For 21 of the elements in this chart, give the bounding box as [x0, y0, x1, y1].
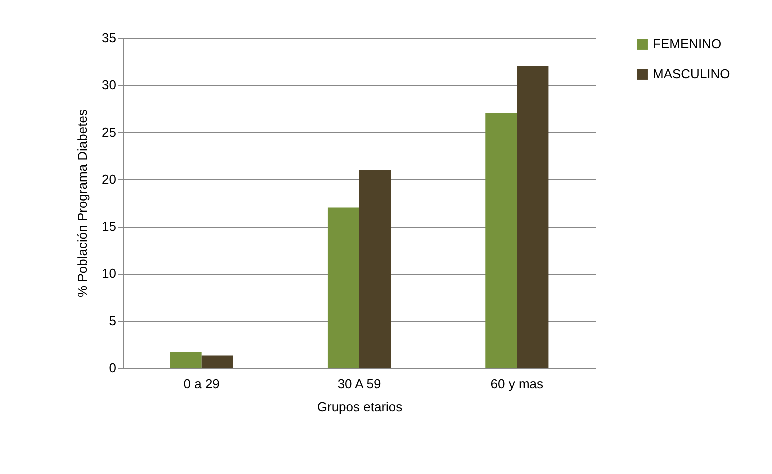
bar [360, 170, 392, 368]
y-tick-label: 35 [102, 30, 116, 46]
bar [486, 113, 518, 368]
y-tick-label: 5 [109, 313, 116, 328]
bar [328, 208, 360, 368]
x-axis-title: Grupos etarios [317, 400, 404, 414]
legend-label: FEMENINO [653, 36, 722, 52]
y-tick-label: 0 [109, 360, 116, 376]
x-tick-label: 60 y mas [490, 376, 544, 392]
legend-label: MASCULINO [653, 66, 730, 82]
y-tick-label: 25 [102, 124, 116, 140]
y-tick-label: 10 [102, 266, 116, 282]
x-tick-label: 30 A 59 [338, 376, 382, 392]
y-axis-title: % Población Programa Diabetes [75, 109, 90, 298]
bar [170, 352, 202, 368]
bar [517, 66, 549, 368]
y-tick-label: 20 [102, 172, 116, 187]
y-tick-label: 15 [102, 219, 116, 234]
x-tick-label: 0 a 29 [184, 376, 220, 392]
bar [202, 356, 234, 368]
y-tick-label: 30 [102, 78, 116, 93]
